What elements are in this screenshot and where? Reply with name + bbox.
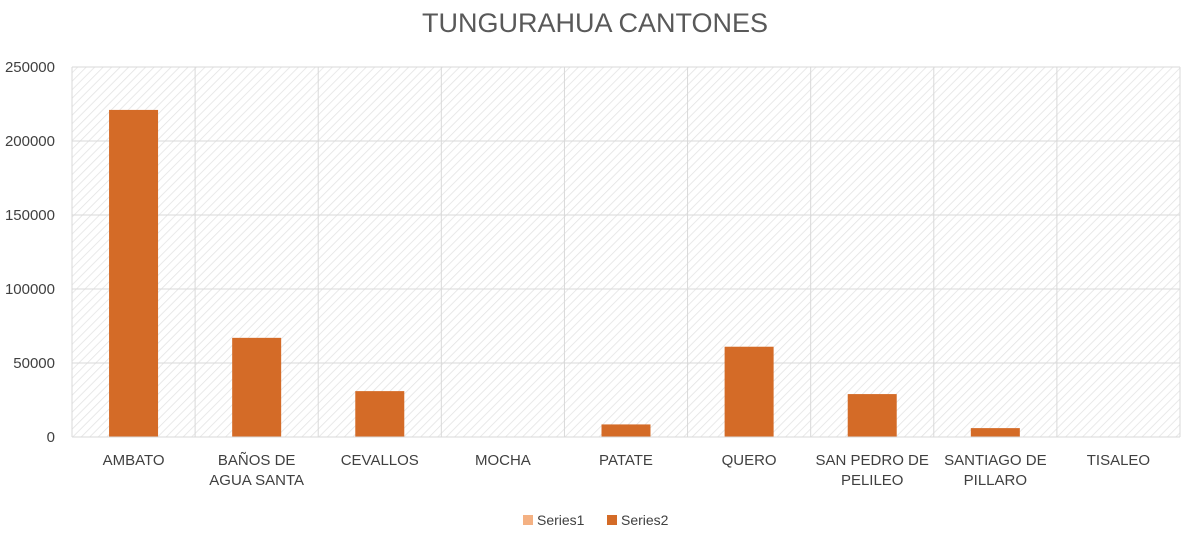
x-category-label: QUERO xyxy=(722,452,777,469)
x-category-label: AMBATO xyxy=(103,452,165,469)
x-category-label: SAN PEDRO DE PELILEO xyxy=(816,452,929,489)
x-category-label: TISALEO xyxy=(1087,452,1150,469)
legend-label: Series1 xyxy=(537,512,585,528)
y-tick-label: 200000 xyxy=(5,133,55,150)
y-tick-label: 250000 xyxy=(5,59,55,76)
chart-title: TUNGURAHUA CANTONES xyxy=(422,8,768,38)
legend: Series1 Series2 xyxy=(523,512,669,528)
x-category-label: PATATE xyxy=(599,452,653,469)
x-category-label: BAÑOS DE AGUA SANTA xyxy=(209,452,304,489)
y-tick-label: 100000 xyxy=(5,281,55,298)
bar-series2 xyxy=(847,394,897,437)
legend-swatch xyxy=(523,515,533,525)
bar-series2 xyxy=(232,337,282,437)
bar-series2 xyxy=(601,424,651,437)
x-axis-category-labels: AMBATO BAÑOS DE AGUA SANTA CEVALLOS MOCHA PAT… xyxy=(103,452,1151,489)
bars xyxy=(109,109,1020,438)
bar-series2 xyxy=(109,109,159,438)
legend-label: Series2 xyxy=(621,512,669,528)
bar-series2 xyxy=(355,391,405,437)
x-category-label: MOCHA xyxy=(475,452,531,469)
legend-swatch xyxy=(607,515,617,525)
y-tick-label: 150000 xyxy=(5,207,55,224)
gridlines xyxy=(71,66,1181,437)
x-category-label: CEVALLOS xyxy=(341,452,419,469)
y-tick-label: 50000 xyxy=(13,355,55,372)
bar-series2 xyxy=(724,346,774,437)
y-axis-tick-labels: 0 50000 100000 150000 200000 250000 xyxy=(5,59,55,446)
bar-series2 xyxy=(970,428,1020,437)
x-category-label: SANTIAGO DE PILLARO xyxy=(944,452,1047,489)
y-tick-label: 0 xyxy=(47,429,55,446)
